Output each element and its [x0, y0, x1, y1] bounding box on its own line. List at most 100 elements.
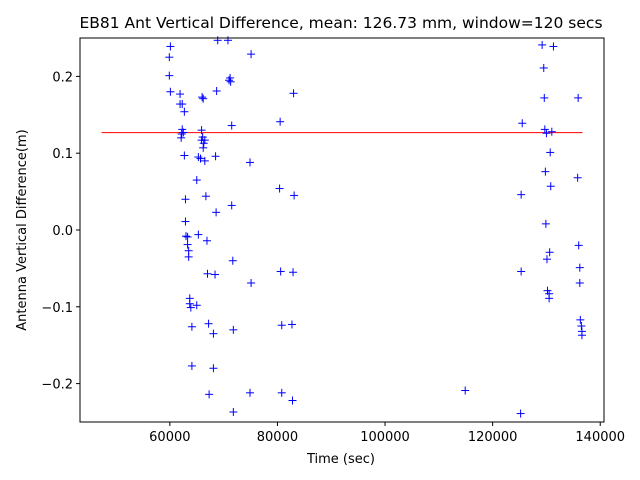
- data-point: [198, 93, 207, 102]
- data-point: [289, 268, 298, 277]
- y-tick-label: 0.1: [52, 147, 73, 162]
- data-point: [289, 89, 298, 98]
- data-point: [166, 87, 175, 96]
- data-point: [202, 236, 211, 245]
- data-point: [546, 182, 555, 191]
- data-point: [288, 396, 297, 405]
- data-point: [199, 94, 208, 103]
- data-point: [540, 93, 549, 102]
- y-tick-label: 0.0: [52, 224, 73, 239]
- data-point: [180, 107, 189, 116]
- data-point: [275, 184, 284, 193]
- axes: 60000 80000 100000 120000 140000 −0.2 −0.1 0.0 0…: [41, 37, 625, 445]
- x-tick-label: 80000: [257, 430, 298, 445]
- data-point: [185, 299, 194, 308]
- data-point: [228, 256, 237, 265]
- data-point: [177, 130, 186, 138]
- data-point: [187, 361, 196, 370]
- data-point: [180, 151, 189, 160]
- data-point: [196, 154, 205, 163]
- data-point: [201, 192, 210, 201]
- data-point: [575, 263, 584, 272]
- data-point: [183, 240, 192, 249]
- plot-background: [80, 38, 604, 422]
- data-point: [538, 40, 547, 49]
- data-point: [212, 86, 221, 95]
- data-point: [546, 148, 555, 157]
- data-point: [200, 156, 209, 165]
- data-point: [192, 301, 201, 310]
- data-point: [577, 322, 586, 330]
- data-point: [246, 388, 255, 397]
- data-point: [227, 201, 236, 210]
- data-point: [577, 331, 586, 340]
- data-point: [165, 71, 174, 80]
- data-point: [226, 77, 235, 86]
- data-point: [277, 388, 286, 397]
- data-point: [461, 386, 470, 395]
- data-point: [545, 294, 554, 303]
- data-point: [547, 127, 556, 136]
- data-point: [176, 90, 185, 99]
- data-point: [518, 119, 527, 128]
- data-point: [194, 230, 203, 239]
- data-point: [197, 126, 206, 135]
- x-axis-label: Time (sec): [306, 452, 375, 467]
- data-point: [181, 195, 190, 204]
- data-point: [187, 322, 196, 331]
- data-point: [287, 320, 296, 329]
- data-point: [192, 176, 201, 185]
- data-point: [186, 303, 195, 312]
- data-point: [181, 217, 190, 226]
- data-point: [573, 173, 582, 182]
- data-point: [166, 42, 175, 51]
- data-point: [227, 121, 236, 130]
- data-point: [226, 73, 235, 82]
- data-point: [246, 158, 255, 167]
- data-point: [203, 269, 212, 278]
- data-point: [177, 133, 186, 142]
- data-point: [199, 143, 208, 152]
- data-point: [574, 93, 583, 102]
- data-point: [205, 390, 214, 399]
- data-point: [276, 117, 285, 126]
- data-point: [209, 329, 218, 338]
- data-point: [276, 267, 285, 276]
- y-axis-label: Antenna Vertical Difference(m): [15, 129, 30, 330]
- data-point: [212, 208, 221, 217]
- data-point: [542, 129, 551, 138]
- data-point: [247, 50, 256, 59]
- data-point: [576, 315, 585, 324]
- data-point: [183, 232, 192, 241]
- data-point: [545, 248, 554, 257]
- data-point: [184, 252, 193, 261]
- data-point: [539, 63, 548, 72]
- x-tick-label: 140000: [575, 430, 625, 445]
- x-tick-label: 60000: [149, 430, 190, 445]
- data-point: [165, 53, 174, 62]
- data-point: [517, 267, 526, 276]
- data-point: [229, 408, 238, 417]
- data-point: [542, 255, 551, 264]
- data-point: [194, 153, 203, 162]
- data-point: [211, 152, 220, 161]
- x-tick-label: 120000: [468, 430, 518, 445]
- data-point: [211, 270, 220, 279]
- data-point: [181, 232, 190, 241]
- y-tick-label: −0.2: [41, 378, 73, 393]
- data-point: [204, 319, 213, 328]
- data-point: [229, 325, 238, 334]
- data-point: [575, 278, 584, 287]
- chart-title: EB81 Ant Vertical Difference, mean: 126.…: [79, 14, 602, 32]
- data-point: [277, 321, 286, 330]
- data-point: [540, 125, 549, 134]
- data-points: [165, 36, 586, 418]
- plot-area: [80, 38, 604, 422]
- y-tick-label: 0.2: [52, 70, 73, 85]
- data-point: [179, 128, 188, 137]
- data-point: [541, 219, 550, 228]
- data-point: [541, 167, 550, 176]
- data-point: [574, 241, 583, 250]
- data-point: [549, 42, 558, 51]
- data-point: [178, 100, 187, 109]
